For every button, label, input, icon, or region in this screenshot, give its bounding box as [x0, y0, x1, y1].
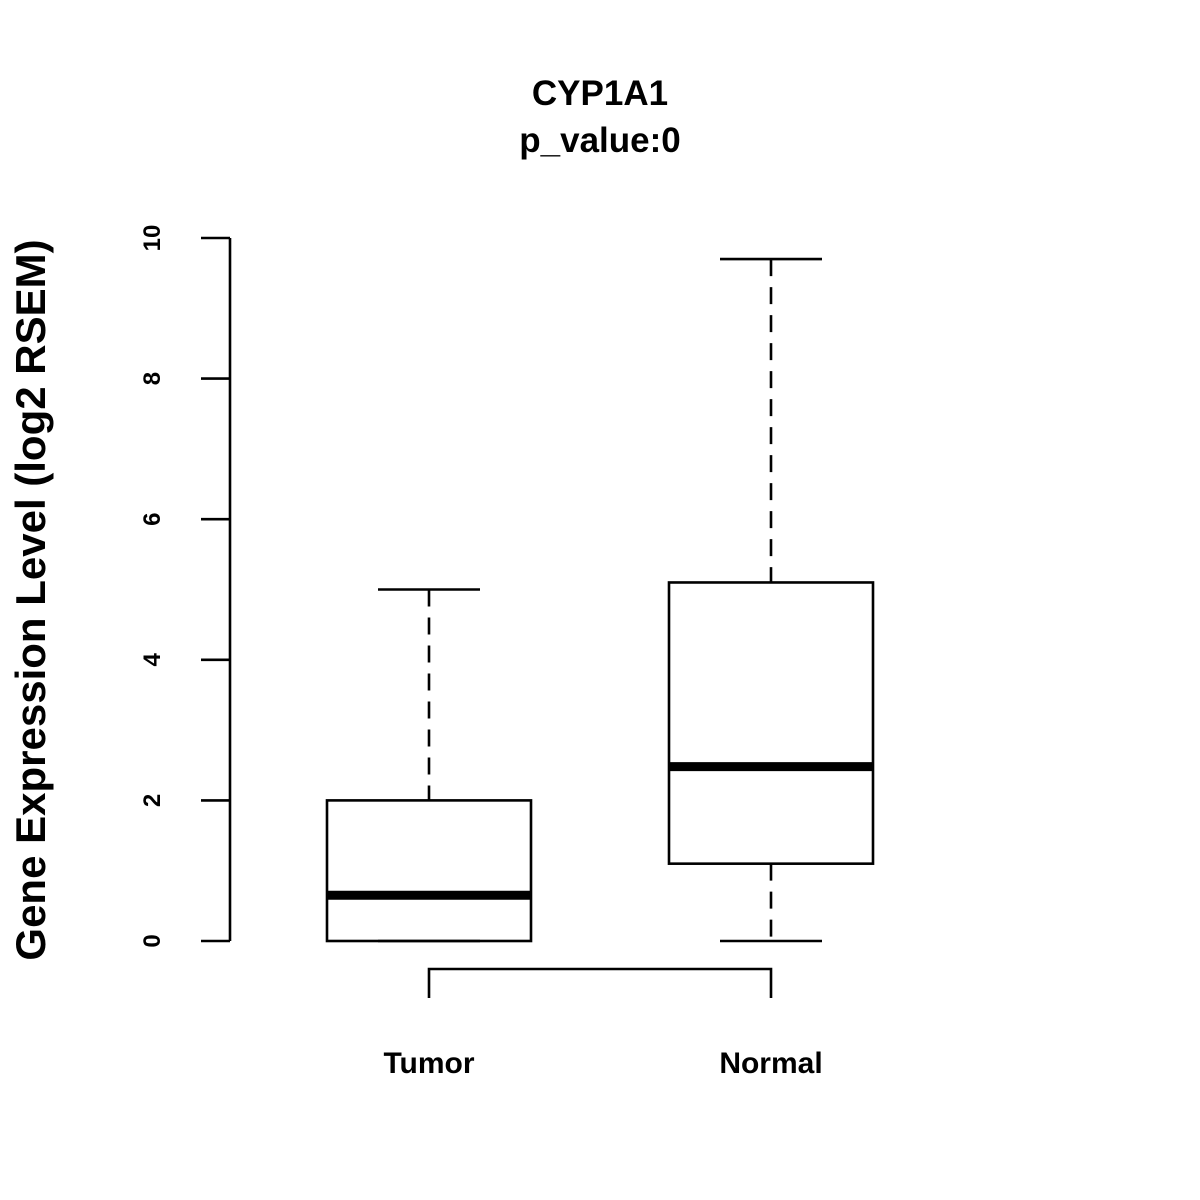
chart-subtitle: p_value:0 [519, 121, 680, 160]
y-tick-label: 4 [139, 652, 166, 666]
y-tick-label: 2 [139, 794, 166, 807]
box-iqr [325, 799, 533, 943]
box-tumor [325, 588, 533, 943]
box-normal [667, 257, 875, 943]
x-tick-label-normal: Normal [719, 1047, 822, 1080]
x-tick-label-tumor: Tumor [383, 1047, 474, 1080]
box-iqr [667, 581, 875, 865]
category-labels: Tumor Normal [383, 1047, 822, 1080]
y-axis: 0 2 4 6 8 10 [139, 225, 232, 948]
comparison-bracket-group [427, 967, 773, 998]
chart-title: CYP1A1 [532, 74, 668, 113]
y-tick-label: 6 [139, 513, 166, 526]
y-tick-label: 8 [139, 372, 166, 385]
y-axis-label: Gene Expression Level (log2 RSEM) [7, 239, 54, 960]
y-tick-label: 0 [139, 934, 166, 947]
boxes-group [325, 257, 875, 943]
y-tick-label: 10 [139, 225, 166, 252]
comparison-bracket [427, 967, 773, 998]
